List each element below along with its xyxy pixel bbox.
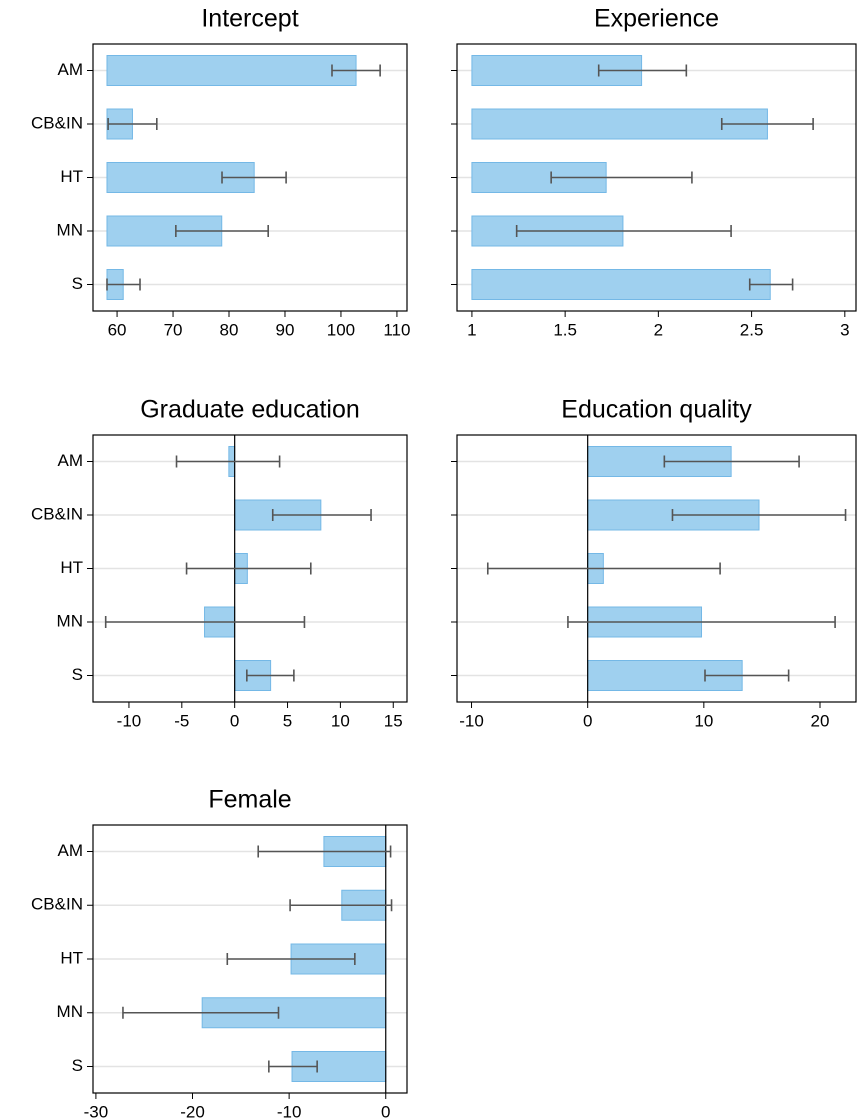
category-label: S [72,665,83,684]
error-bar [289,899,393,912]
x-tick-label: 70 [164,320,183,339]
x-tick-label: 0 [583,711,592,730]
x-tick-label: 0 [230,711,239,730]
category-label: S [72,274,83,293]
plot-frame [92,43,408,312]
x-tick-label: 100 [327,320,355,339]
x-tick-label: 2 [654,320,663,339]
category-label: MN [57,220,83,239]
error-bar [748,278,794,291]
category-label: MN [57,1002,83,1021]
bar [471,269,771,300]
error-bar [663,455,800,468]
error-bar [704,669,790,682]
error-bar [671,509,847,521]
x-tick-label: 20 [811,711,830,730]
category-label: HT [60,558,83,577]
error-bar [221,171,287,184]
error-bar [515,225,732,237]
error-bar [185,562,312,575]
panel-title: Female [208,786,291,814]
x-tick-label: 1 [467,320,476,339]
error-bar [107,118,158,130]
error-bar [106,278,141,291]
error-bar [246,669,295,682]
x-tick-label: 3 [840,320,849,339]
x-tick-label: 5 [283,711,292,730]
x-tick-label: -5 [174,711,189,730]
x-tick-label: -30 [84,1102,109,1120]
category-label: AM [58,451,84,470]
category-label: CB&IN [31,113,83,132]
panel-title: Graduate education [140,396,360,424]
panel-title: Education quality [561,396,752,424]
x-tick-label: 80 [220,320,239,339]
x-tick-label: -10 [277,1102,302,1120]
category-label: MN [57,611,83,630]
category-label: HT [60,167,83,186]
panel-title: Intercept [201,5,298,33]
error-bar [268,1060,318,1073]
category-label: CB&IN [31,504,83,523]
plot-frame [456,434,857,703]
category-label: HT [60,948,83,967]
error-bar [567,616,836,628]
plot-frame [92,824,408,1094]
x-tick-label: 10 [331,711,350,730]
x-tick-label: 90 [276,320,295,339]
error-bar [175,225,269,237]
bar [471,108,768,140]
error-bar [486,562,721,575]
x-tick-label: 10 [694,711,713,730]
category-label: S [72,1056,83,1075]
error-bar [175,455,281,468]
error-bar [122,1006,280,1019]
error-bar [550,171,693,184]
error-bar [226,953,356,965]
error-bar [104,616,306,628]
x-tick-label: -10 [459,711,484,730]
x-tick-label: 110 [383,320,410,339]
error-bar [331,64,381,77]
category-label: AM [58,60,84,79]
error-bar [597,64,688,77]
x-tick-label: -20 [180,1102,205,1120]
x-tick-label: 60 [108,320,127,339]
error-bar [257,845,392,858]
x-tick-label: -10 [117,711,142,730]
error-bar [720,118,814,130]
bar [106,55,357,86]
x-tick-label: 2.5 [740,320,764,339]
x-tick-label: 0 [381,1102,390,1120]
x-tick-label: 1.5 [553,320,577,339]
error-bar [271,509,372,521]
plot-frame [92,434,408,703]
category-label: AM [58,841,84,860]
x-tick-label: 15 [384,711,403,730]
plot-frame [456,43,857,312]
panel-title: Experience [594,5,719,33]
category-label: CB&IN [31,895,83,914]
